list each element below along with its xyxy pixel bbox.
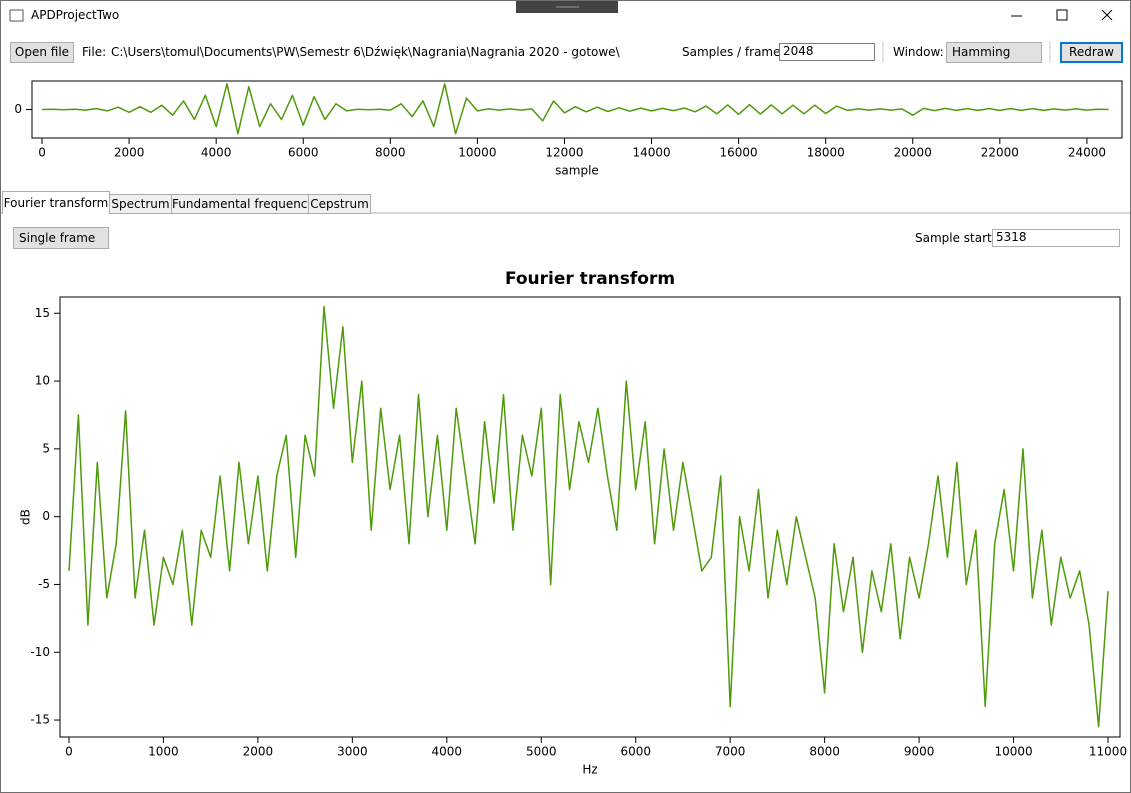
window-title: APDProjectTwo [31, 8, 120, 22]
x-tick-label: 16000 [720, 146, 758, 160]
x-tick-label: 14000 [632, 146, 670, 160]
x-tick-label: 11000 [1089, 745, 1127, 759]
y-tick-label: 10 [35, 374, 50, 388]
data-line [68, 305, 1109, 728]
y-tick-label: 5 [42, 441, 50, 455]
x-axis-label: Hz [582, 763, 597, 777]
window-label: Window: [893, 45, 944, 59]
y-tick-label: 0 [42, 509, 50, 523]
samples-label: Samples / frame: [682, 45, 785, 59]
x-tick-label: 8000 [375, 146, 406, 160]
tab[interactable]: Fundamental frequency [171, 194, 315, 214]
redraw-button[interactable]: Redraw [1060, 42, 1123, 63]
x-tick-label: 8000 [809, 745, 840, 759]
y-tick-label: -5 [38, 577, 50, 591]
x-tick-label: 20000 [894, 146, 932, 160]
maximize-button[interactable] [1056, 9, 1068, 21]
file-label: File: [82, 45, 107, 59]
file-path: C:\Users\tomul\Documents\PW\Semestr 6\Dź… [111, 45, 620, 59]
x-tick-label: 9000 [904, 745, 935, 759]
x-tick-label: 12000 [545, 146, 583, 160]
chart-title: Fourier transform [505, 269, 675, 289]
app-icon [9, 9, 24, 22]
y-tick-label: -15 [30, 713, 50, 727]
x-tick-label: 2000 [114, 146, 145, 160]
data-line [41, 83, 1109, 135]
x-axis-label: sample [555, 164, 599, 178]
sample-start-label: Sample start: [915, 231, 996, 245]
sample-start-input[interactable]: 5318 [992, 229, 1120, 247]
x-tick-label: 4000 [201, 146, 232, 160]
samples-input[interactable]: 2048 [779, 43, 875, 61]
x-tick-label: 6000 [620, 745, 651, 759]
close-button[interactable] [1101, 9, 1113, 21]
tab[interactable]: Cepstrum [308, 194, 371, 214]
x-tick-label: 1000 [148, 745, 179, 759]
x-tick-label: 18000 [807, 146, 845, 160]
x-tick-label: 0 [65, 745, 73, 759]
y-axis-label: dB [19, 509, 33, 525]
x-tick-label: 22000 [981, 146, 1019, 160]
x-tick-label: 4000 [432, 745, 463, 759]
x-tick-label: 7000 [715, 745, 746, 759]
x-tick-label: 10000 [994, 745, 1032, 759]
window-select[interactable]: Hamming [946, 42, 1042, 63]
x-tick-label: 3000 [337, 745, 368, 759]
tab[interactable]: Spectrum [109, 194, 172, 214]
y-tick-label: -10 [30, 645, 50, 659]
x-tick-label: 2000 [243, 745, 274, 759]
tab[interactable]: Fourier transform [2, 191, 110, 214]
open-file-button[interactable]: Open file [10, 42, 74, 63]
y-tick-label: 0 [14, 102, 22, 116]
x-tick-label: 24000 [1068, 146, 1106, 160]
x-tick-label: 6000 [288, 146, 319, 160]
x-tick-label: 5000 [526, 745, 557, 759]
y-tick-label: 15 [35, 306, 50, 320]
x-tick-label: 0 [38, 146, 46, 160]
x-tick-label: 10000 [458, 146, 496, 160]
mode-select[interactable]: Single frame [13, 227, 109, 249]
